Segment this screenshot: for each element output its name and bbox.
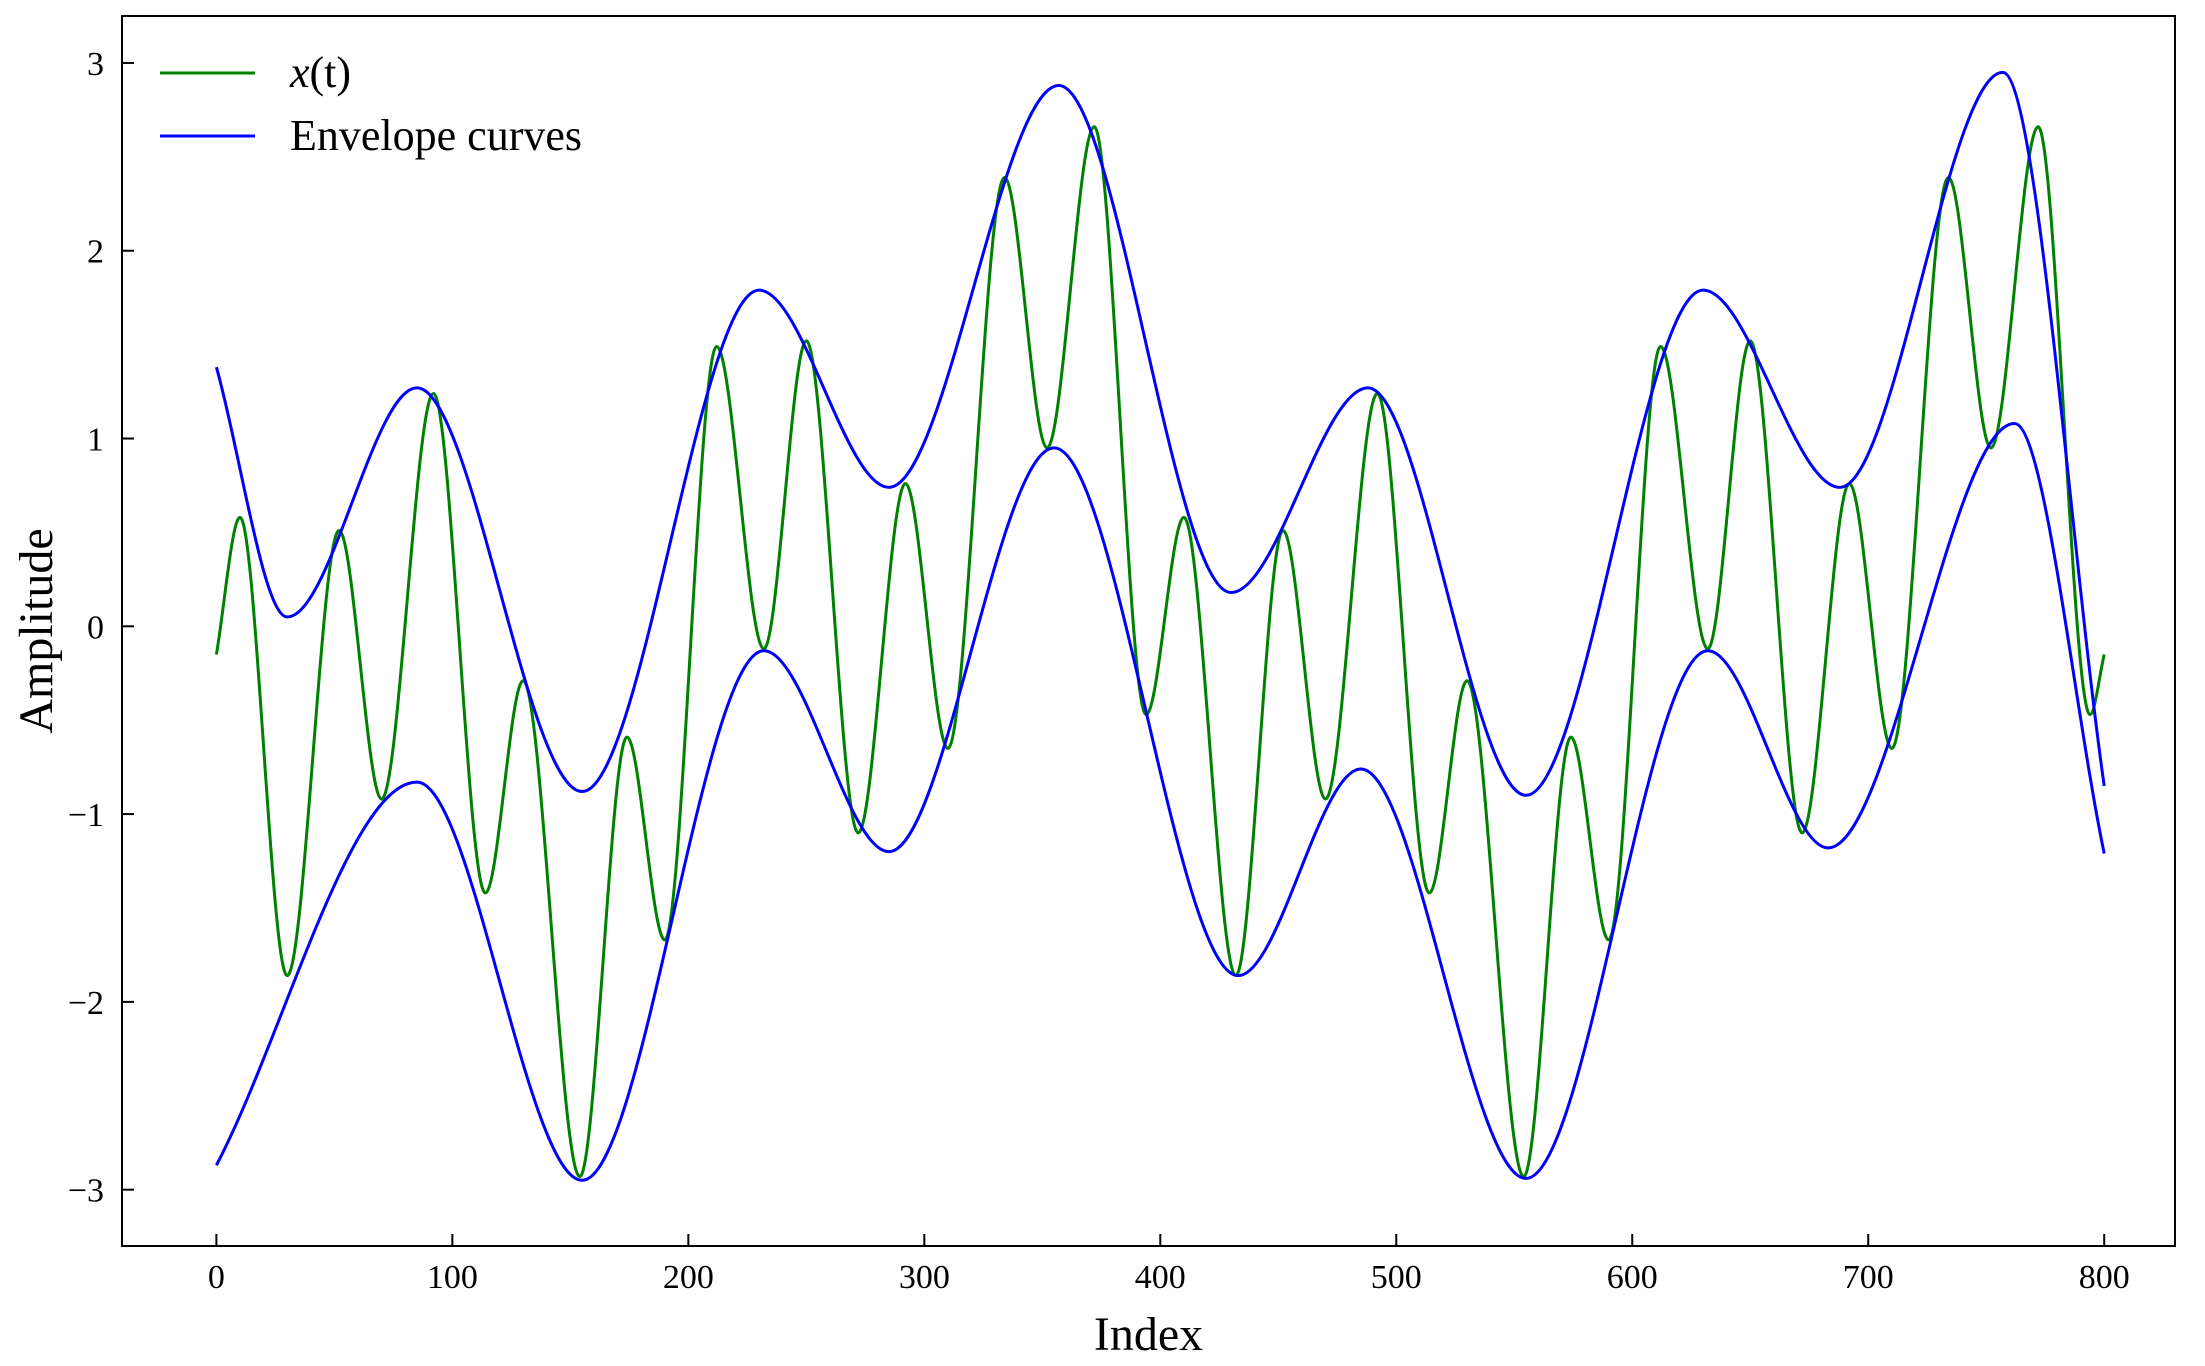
x-tick-label: 300	[899, 1259, 950, 1296]
y-axis-label: Amplitude	[10, 528, 63, 733]
x-axis-label: Index	[1094, 1308, 1203, 1361]
x-tick-label: 700	[1843, 1259, 1894, 1296]
y-tick-label: −3	[68, 1173, 104, 1210]
legend-label-x-t: x(t)	[289, 48, 351, 97]
x-tick-label: 100	[427, 1259, 478, 1296]
lines-layer	[214, 70, 2106, 1182]
plot-frame	[121, 15, 2176, 1247]
x-tick-label: 200	[663, 1259, 714, 1296]
x-tick-label: 400	[1135, 1259, 1186, 1296]
x-tick-label: 800	[2079, 1259, 2130, 1296]
series-line-x-t	[214, 125, 2106, 1179]
legend-label-envelope-curves: Envelope curves	[290, 111, 582, 160]
y-tick-label: 1	[87, 422, 104, 459]
series-line-upper-envelope	[214, 70, 2106, 797]
x-tick-label: 500	[1371, 1259, 1422, 1296]
x-axis-ticks: 0 100 200 300 400 500 600 700 800	[208, 1234, 2130, 1296]
x-tick-label: 0	[208, 1259, 225, 1296]
y-tick-label: 0	[87, 609, 104, 646]
legend: x(t) Envelope curves	[160, 48, 582, 160]
y-tick-label: −1	[68, 797, 104, 834]
series-line-lower-envelope	[215, 422, 2106, 1182]
x-tick-label: 600	[1607, 1259, 1658, 1296]
y-tick-label: 3	[87, 46, 104, 83]
y-tick-label: −2	[68, 985, 104, 1022]
y-axis-ticks: −3 −2 −1 0 1 2 3	[68, 46, 134, 1210]
y-tick-label: 2	[87, 234, 104, 271]
